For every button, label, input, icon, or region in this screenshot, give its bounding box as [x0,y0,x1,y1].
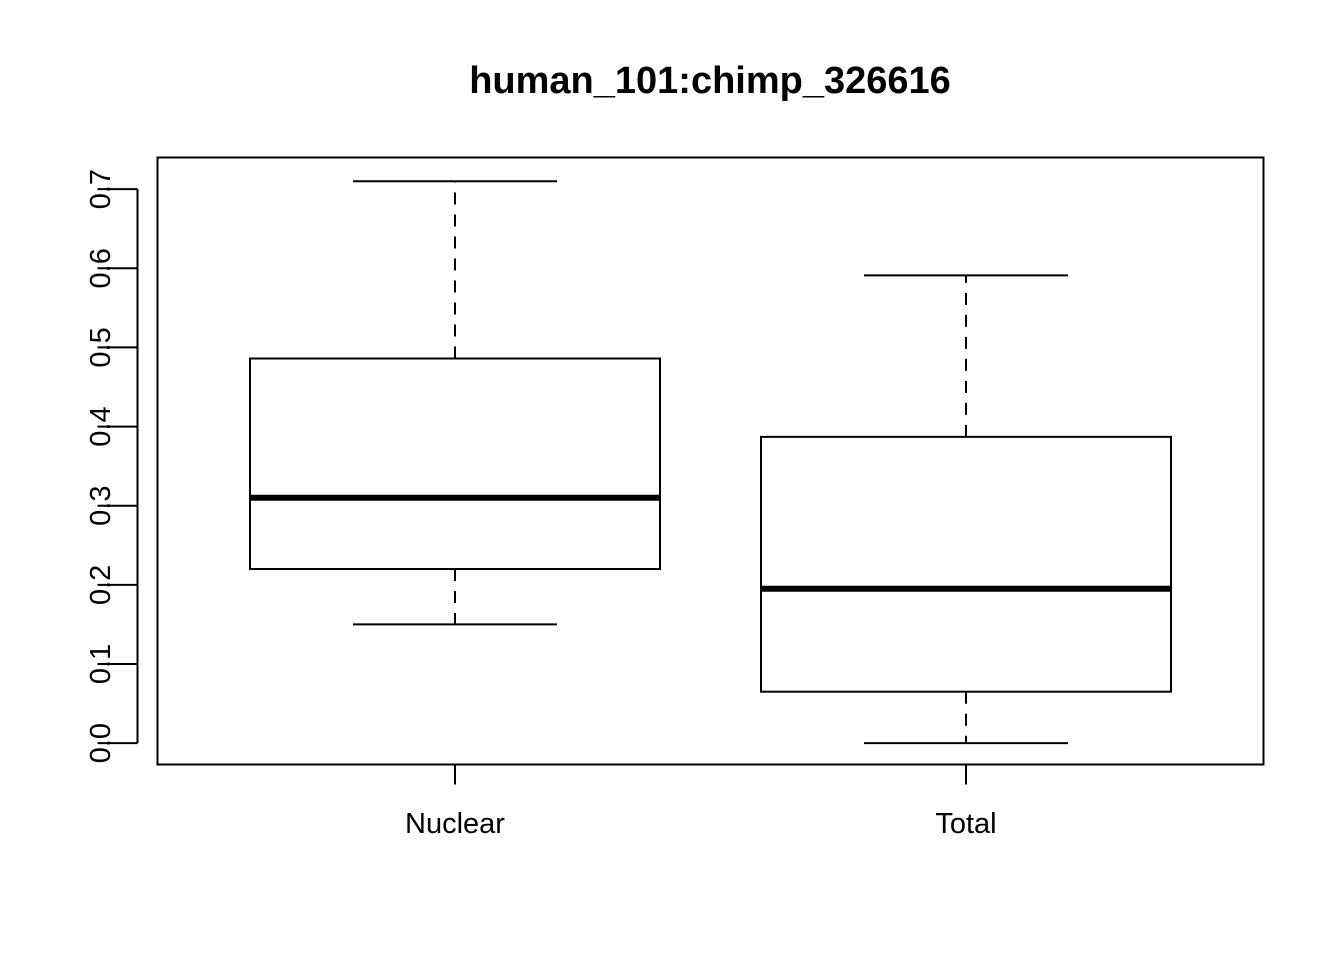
plot-frame [156,156,1265,766]
y-tick-label: 0.1 [85,644,117,684]
y-tick-label: 0.3 [85,486,117,526]
x-tick-label-nuclear: Nuclear [405,808,505,840]
y-tick-label: 0.4 [85,406,117,446]
y-tick-label: 0.0 [85,723,117,763]
box-total [760,274,1172,745]
x-tick-label-total: Total [935,808,996,840]
y-axis: 0.0 0.1 0.2 0.3 0.4 0.5 0.6 0.7 [85,169,139,763]
y-tick-label: 0.7 [85,169,117,209]
y-tick-label: 0.5 [85,327,117,367]
box-iqr-total [760,435,1172,693]
chart-title: human_101:chimp_326616 [469,60,951,102]
y-tick-label: 0.2 [85,565,117,605]
box-iqr-nuclear [249,357,661,571]
box-nuclear [249,180,661,626]
y-tick-label: 0.6 [85,248,117,288]
boxes-group [249,180,1172,745]
x-axis: Nuclear Total [405,764,997,840]
